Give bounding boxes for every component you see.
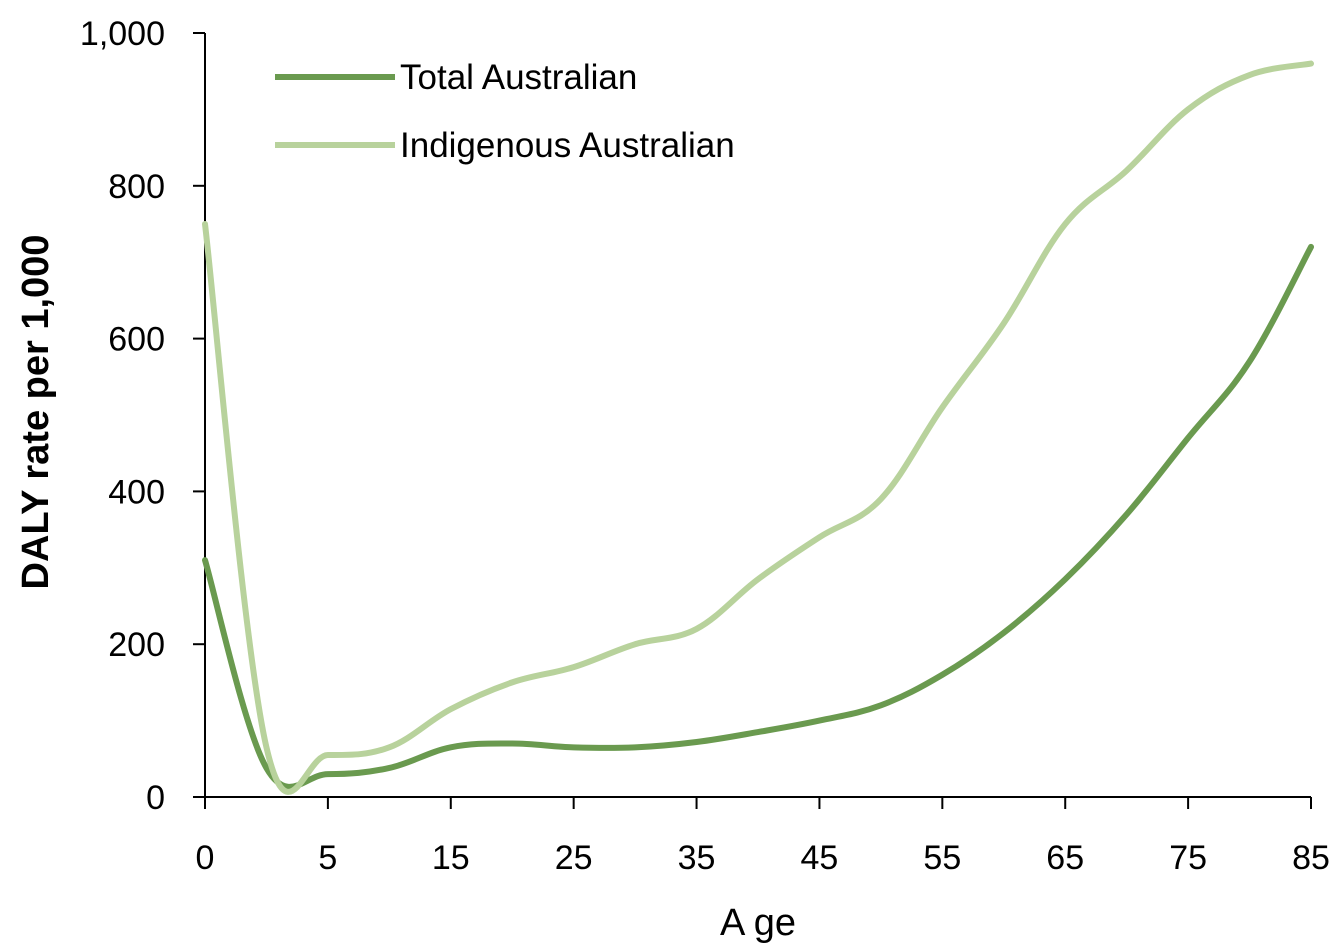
axes: 0 200 400 600 800 1,000 0 5 15 25 35 45 55 65 75 85 bbox=[80, 15, 1330, 877]
series-layer bbox=[202, 60, 1314, 795]
x-tick-label: 25 bbox=[555, 839, 593, 877]
x-tick-label: 35 bbox=[678, 839, 716, 877]
x-tick-label: 45 bbox=[801, 839, 839, 877]
y-axis-ticks: 0 200 400 600 800 1,000 bbox=[80, 15, 205, 817]
x-tick-label: 85 bbox=[1292, 839, 1330, 877]
series-line-indigenous-australian bbox=[202, 60, 1314, 795]
x-axis-title: A ge bbox=[720, 902, 796, 944]
x-tick-label: 55 bbox=[923, 839, 961, 877]
x-tick-label: 65 bbox=[1046, 839, 1084, 877]
y-axis-title: DALY rate per 1,000 bbox=[15, 235, 57, 590]
y-tick-label: 0 bbox=[146, 779, 165, 817]
x-axis-ticks: 0 5 15 25 35 45 55 65 75 85 bbox=[196, 797, 1330, 877]
legend: Total Australian Indigenous Australian bbox=[275, 58, 735, 165]
x-tick-label: 75 bbox=[1169, 839, 1207, 877]
series-line-total-australian bbox=[202, 243, 1314, 790]
legend-label: Indigenous Australian bbox=[400, 126, 735, 165]
y-tick-label: 800 bbox=[108, 168, 165, 206]
x-tick-label: 15 bbox=[432, 839, 470, 877]
legend-label: Total Australian bbox=[400, 58, 637, 97]
y-tick-label: 200 bbox=[108, 626, 165, 664]
x-tick-label: 5 bbox=[318, 839, 337, 877]
y-tick-label: 1,000 bbox=[80, 15, 165, 53]
y-tick-label: 600 bbox=[108, 321, 165, 359]
y-tick-label: 400 bbox=[108, 473, 165, 511]
x-tick-label: 0 bbox=[196, 839, 215, 877]
